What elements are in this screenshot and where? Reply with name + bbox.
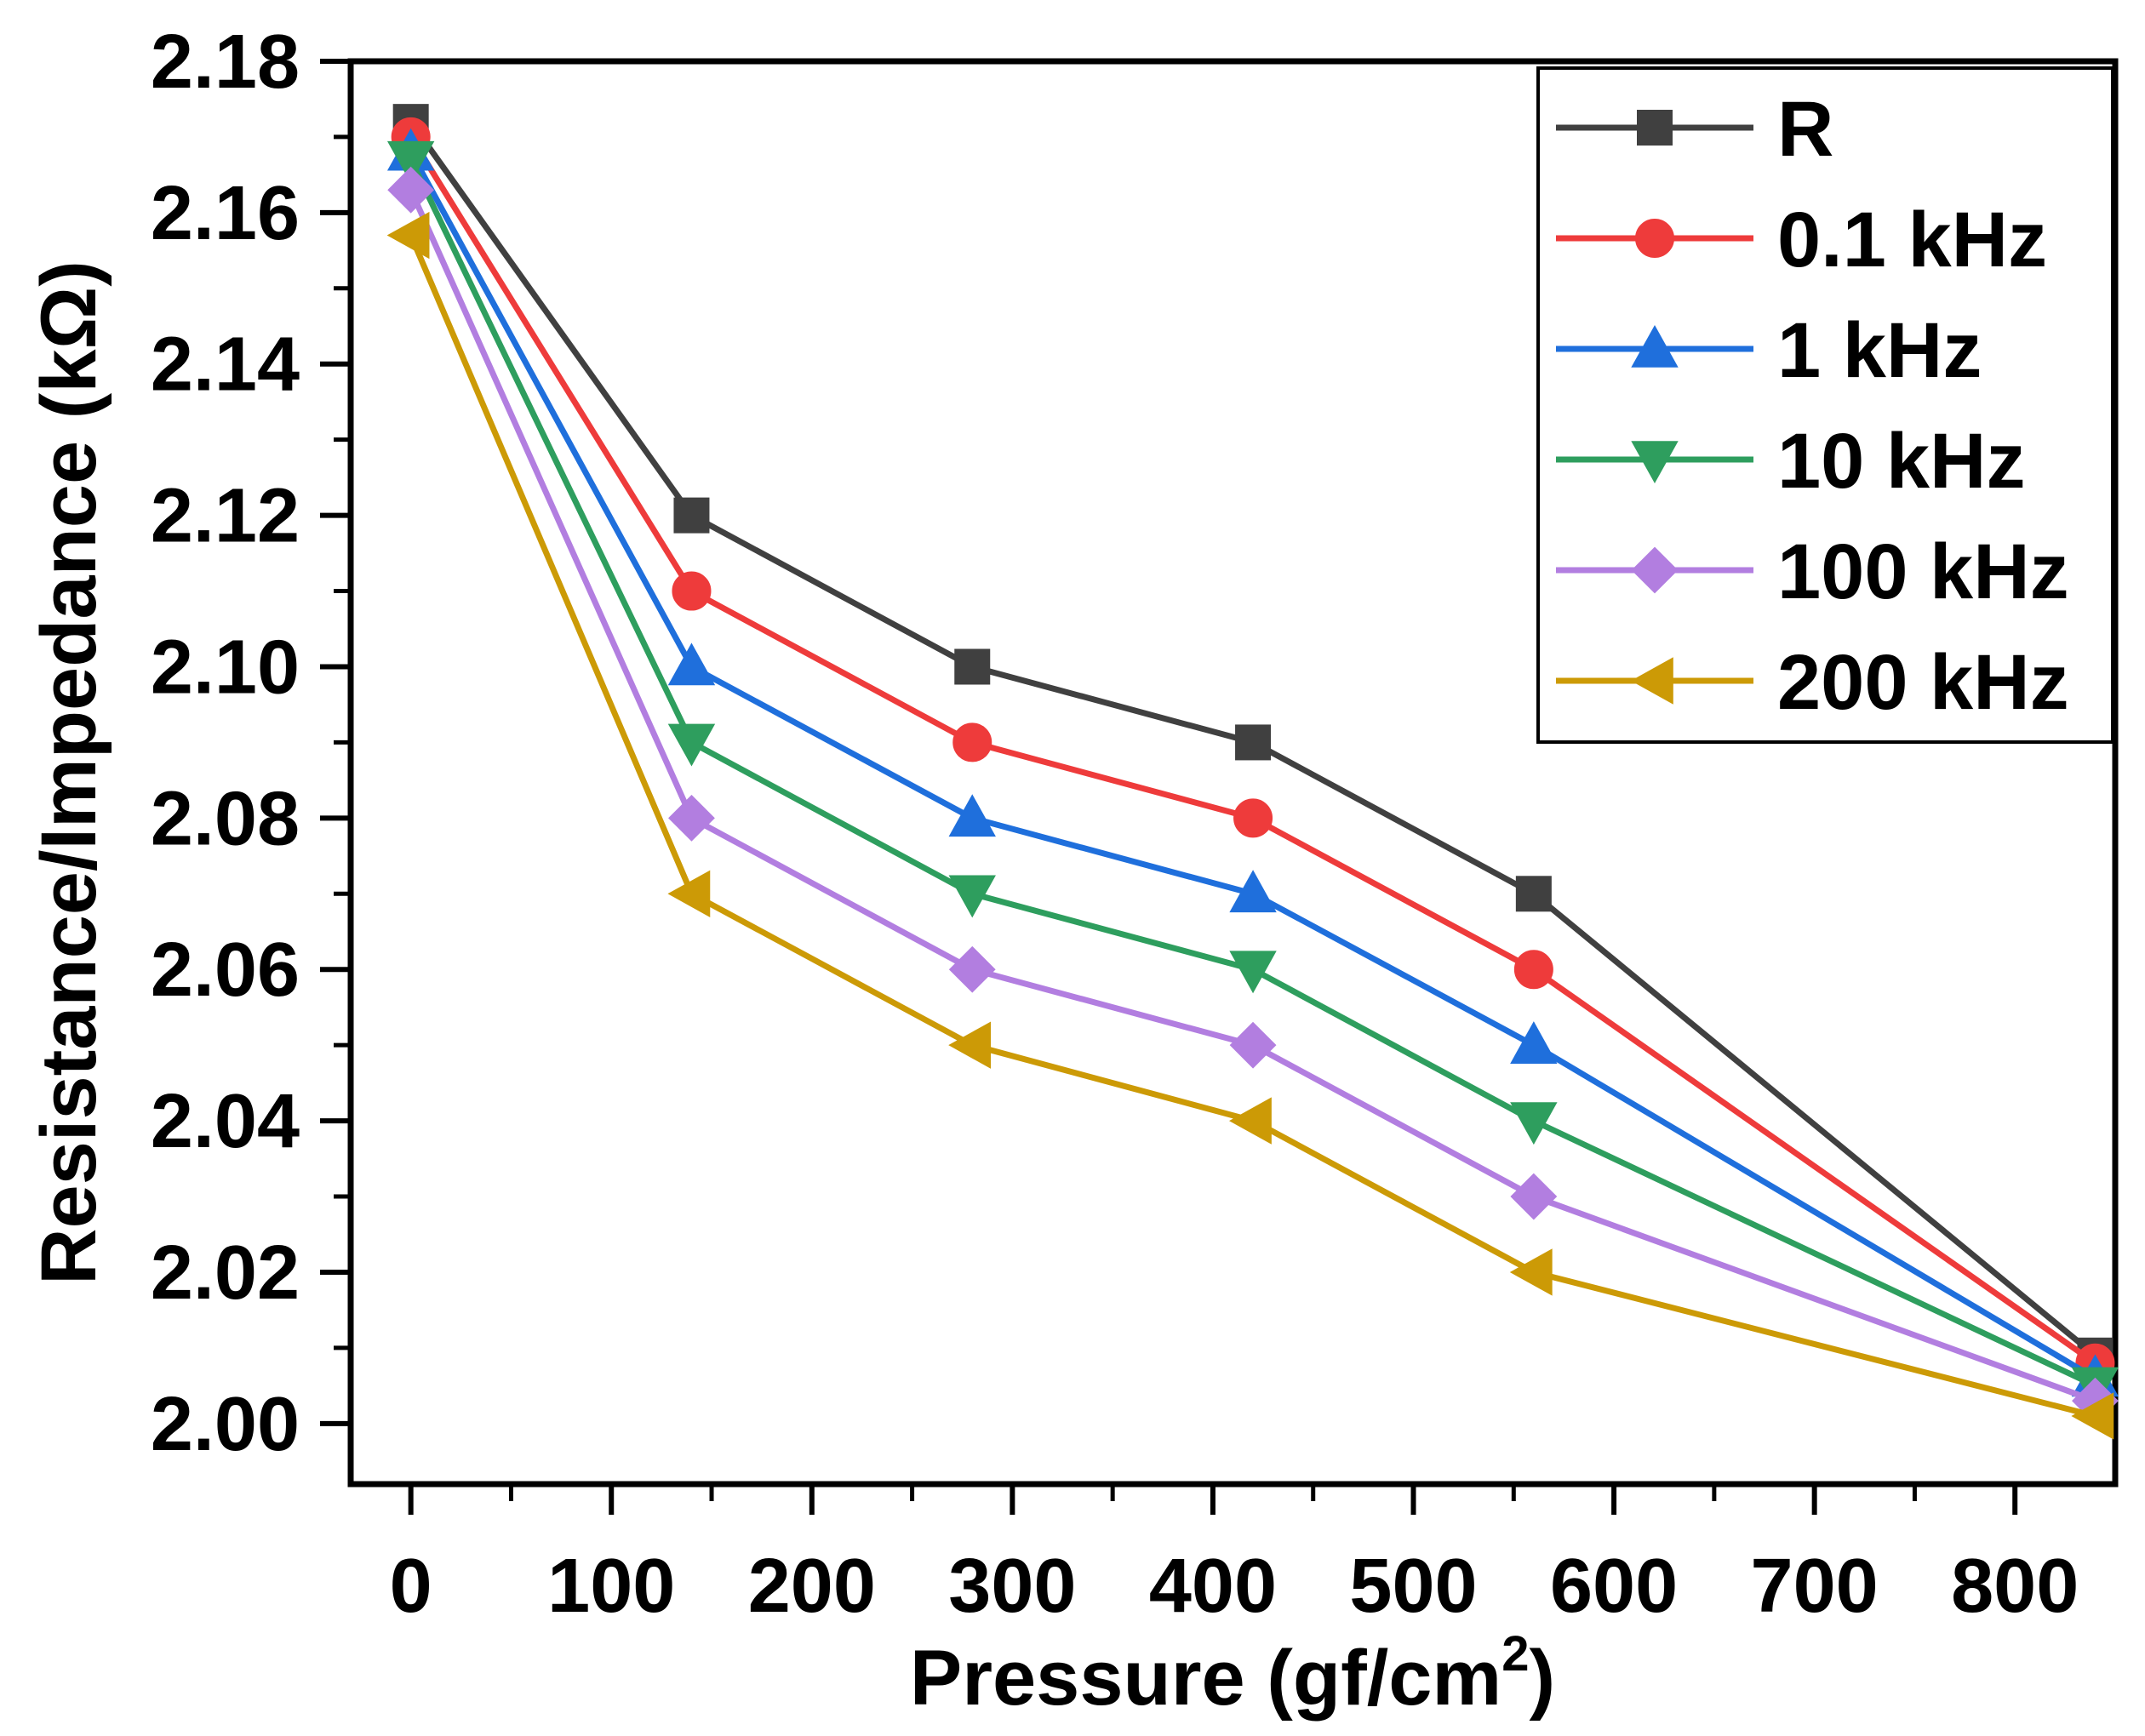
x-tick-label: 0 [390,1544,432,1629]
legend-marker [1630,657,1673,705]
y-tick-label: 2.12 [151,474,300,559]
data-point [1228,1097,1272,1145]
legend-item: 0.1 kHz [1556,197,2047,283]
data-point [948,1021,992,1069]
series-line [408,135,2097,1366]
x-tick-label: 700 [1751,1544,1879,1629]
data-point [667,723,716,767]
y-tick-label: 2.06 [151,928,300,1013]
data-point [1513,950,1553,990]
y-tick-label: 2.10 [151,625,300,710]
legend-label: 200 kHz [1777,639,2069,726]
legend-marker [1631,441,1679,484]
legend-label: 0.1 kHz [1777,197,2047,283]
data-point [2071,1392,2114,1440]
legend-label: 10 kHz [1777,418,2026,505]
y-tick-label: 2.00 [151,1382,300,1467]
data-point [387,166,435,214]
y-tick-label: 2.04 [151,1079,300,1164]
legend: R 0.1 kHz 1 kHz 10 kHz 100 kHz 200 kHz [1536,66,2114,744]
x-tick-label: 300 [948,1544,1076,1629]
series-line [408,158,2096,1389]
data-point [672,571,712,611]
legend-label: 1 kHz [1777,307,1982,394]
y-axis-label: Resistance/Impedance (kΩ) [26,260,112,1285]
legend-box [1536,66,2114,744]
series-line [408,234,2096,1419]
y-tick-label: 2.02 [151,1231,300,1316]
data-point [668,794,715,842]
legend-marker [1631,546,1679,594]
series-line [408,188,2096,1404]
data-point [1235,724,1272,761]
data-point [1229,870,1277,913]
series-200-khz [386,211,2114,1440]
data-point [948,945,996,993]
data-point [1510,1102,1558,1145]
x-axis-label-close: ) [1530,1635,1556,1722]
x-tick-label: 200 [748,1544,876,1629]
data-point [667,870,711,917]
data-point [1509,1248,1553,1296]
data-point [673,497,710,534]
data-point [1233,798,1273,838]
data-point [954,648,991,685]
data-point [1510,1173,1558,1220]
legend-label: R [1777,86,1833,173]
data-point [1229,951,1277,994]
x-tick-label: 500 [1349,1544,1477,1629]
x-axis-ticks: 0 100 200 300 400 500 600 700 800 [390,1484,2079,1629]
legend-marker [1635,219,1674,258]
legend-marker [1631,324,1679,368]
legend-item: R [1556,86,1833,173]
data-point [948,875,996,918]
y-tick-label: 2.16 [151,171,300,256]
series-100-khz [387,166,2119,1425]
legend-label: 100 kHz [1777,528,2069,615]
series-line [408,120,2097,1358]
data-point [386,211,430,260]
x-tick-label: 600 [1550,1544,1678,1629]
data-point [386,140,435,184]
y-axis-ticks: 2.00 2.02 2.04 2.06 2.08 2.10 2.12 2.14 2.16 2.18 [151,20,351,1467]
legend-item: 100 kHz [1556,528,2069,615]
data-point [667,642,716,686]
series-layer [386,104,2119,1440]
x-tick-label: 400 [1149,1544,1277,1629]
series-line [408,151,2097,1381]
x-axis-label-main: Pressure (gf/cm [910,1635,1502,1722]
data-point [1229,1021,1277,1069]
y-tick-label: 2.14 [151,323,300,408]
x-tick-label: 100 [547,1544,675,1629]
x-tick-label: 800 [1951,1544,2079,1629]
y-tick-label: 2.08 [151,776,300,861]
legend-marker [1637,110,1673,146]
plot-frame [347,58,2119,1488]
legend-item: 200 kHz [1556,639,2069,726]
data-point [1515,876,1552,912]
axes-box [347,58,2119,1488]
data-point [1510,1021,1558,1064]
legend-item: 10 kHz [1556,418,2026,505]
legend-item: 1 kHz [1556,307,1982,394]
series-10-khz [386,140,2119,1410]
data-point [952,722,992,762]
x-axis-label-superscript: 2 [1502,1626,1529,1682]
x-axis-label: Pressure (gf/cm2) [910,1626,1555,1722]
y-tick-label: 2.18 [151,20,300,105]
data-point [948,794,996,837]
